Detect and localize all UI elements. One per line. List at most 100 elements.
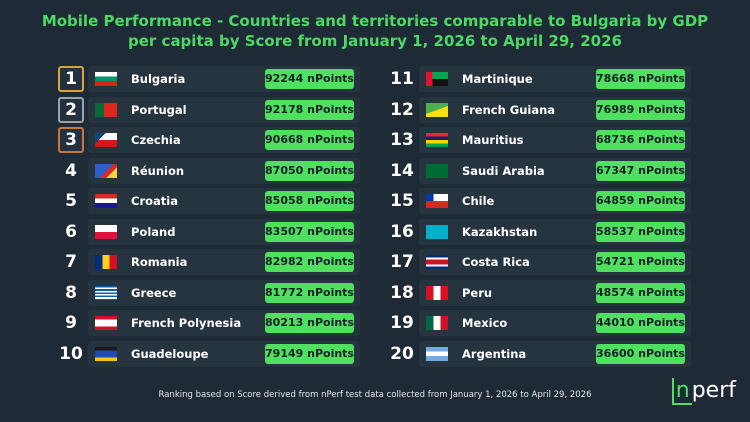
row-body: Romania 82982 nPoints: [88, 249, 360, 275]
rank: 5: [65, 191, 77, 211]
flag: [426, 224, 448, 239]
flag: [95, 285, 117, 300]
row-body: Guadeloupe 79149 nPoints: [88, 340, 360, 367]
rank: 16: [390, 221, 414, 242]
country-name: Chile: [462, 194, 495, 208]
row-body: Portugal 92178 nPoints: [88, 96, 360, 123]
ranking-row: 3 Czechia 90668 nPoints: [58, 127, 360, 153]
country-name: Bulgaria: [131, 72, 186, 86]
flag: [95, 72, 117, 86]
rank: 14: [390, 160, 414, 181]
ranking-row: 16 Kazakhstan 58537 nPoints: [389, 218, 691, 245]
score-badge: 44010 nPoints: [596, 313, 685, 333]
rank: 11: [390, 69, 414, 89]
row-body: Bulgaria 92244 nPoints: [88, 66, 360, 92]
flag: [426, 194, 448, 208]
score-badge: 67347 nPoints: [596, 160, 685, 181]
flag: [95, 255, 117, 269]
ranking-row: 10 Guadeloupe 79149 nPoints: [58, 340, 360, 367]
score-badge: 48574 nPoints: [596, 282, 685, 303]
ranking-row: 2 Portugal 92178 nPoints: [58, 96, 360, 123]
row-body: Croatia 85058 nPoints: [88, 188, 360, 214]
country-name: Poland: [131, 224, 176, 239]
ranking-row: 13 Mauritius 68736 nPoints: [389, 127, 691, 153]
ranking-row: 11 Martinique 78668 nPoints: [389, 66, 691, 92]
footer: Ranking based on Score derived from nPer…: [158, 390, 592, 400]
rank: 3: [58, 127, 84, 153]
ranking-row: 12 French Guiana 76989 nPoints: [389, 96, 691, 123]
score-badge: 79149 nPoints: [265, 343, 354, 364]
row-body: Peru 48574 nPoints: [419, 279, 691, 306]
rank: 2: [58, 96, 84, 123]
score-badge: 80213 nPoints: [265, 313, 354, 333]
score-badge: 76989 nPoints: [596, 99, 685, 120]
country-name: French Guiana: [462, 102, 556, 117]
title: Mobile Performance - Countries and terri…: [41, 12, 709, 30]
country-name: French Polynesia: [131, 316, 242, 330]
score-badge: 92178 nPoints: [265, 99, 354, 120]
rank: 4: [65, 160, 77, 181]
score-badge: 54721 nPoints: [596, 252, 685, 272]
flag: [426, 316, 448, 330]
logo-n: n: [671, 378, 692, 405]
flag: [95, 346, 117, 361]
row-body: Mauritius 68736 nPoints: [419, 127, 691, 153]
flag: [426, 346, 448, 361]
score-badge: 64859 nPoints: [596, 191, 685, 211]
country-name: Greece: [131, 285, 177, 300]
ranking-row: 5 Croatia 85058 nPoints: [58, 188, 360, 214]
ranking-row: 19 Mexico 44010 nPoints: [389, 310, 691, 336]
ranking-row: 9 French Polynesia 80213 nPoints: [58, 310, 360, 336]
row-body: French Guiana 76989 nPoints: [419, 96, 691, 123]
flag: [426, 285, 448, 300]
logo-text: perf: [691, 378, 736, 403]
ranking-row: 15 Chile 64859 nPoints: [389, 188, 691, 214]
row-body: Greece 81772 nPoints: [88, 279, 360, 306]
ranking-row: 20 Argentina 36600 nPoints: [389, 340, 691, 367]
country-name: Saudi Arabia: [462, 163, 545, 178]
ranking-row: 1 Bulgaria 92244 nPoints: [58, 66, 360, 92]
score-badge: 83507 nPoints: [265, 221, 354, 242]
title: per capita by Score from January 1, 2026…: [128, 32, 622, 50]
row-body: Mexico 44010 nPoints: [419, 310, 691, 336]
rank: 10: [59, 343, 83, 364]
score-badge: 58537 nPoints: [596, 221, 685, 242]
flag: [426, 102, 448, 117]
rank: 17: [390, 252, 414, 272]
country-name: Argentina: [462, 346, 527, 361]
rank: 20: [390, 343, 414, 364]
score-badge: 81772 nPoints: [265, 282, 354, 303]
score-badge: 36600 nPoints: [596, 343, 685, 364]
rank: 12: [390, 99, 414, 120]
ranking-row: 7 Romania 82982 nPoints: [58, 249, 360, 275]
logo: nperf: [671, 378, 736, 405]
flag: [426, 163, 448, 178]
flag: [95, 102, 117, 117]
flag: [426, 255, 448, 269]
country-name: Mexico: [462, 316, 508, 330]
rank: 18: [390, 282, 414, 303]
row-body: Martinique 78668 nPoints: [419, 66, 691, 92]
ranking-row: 17 Costa Rica 54721 nPoints: [389, 249, 691, 275]
country-name: Martinique: [462, 72, 533, 86]
ranking-row: 6 Poland 83507 nPoints: [58, 218, 360, 245]
row-body: Czechia 90668 nPoints: [88, 127, 360, 153]
rank: 15: [390, 191, 414, 211]
country-name: Réunion: [131, 163, 185, 178]
rank: 7: [65, 252, 77, 272]
country-name: Guadeloupe: [131, 346, 209, 361]
rank: 8: [65, 282, 77, 303]
ranking-row: 18 Peru 48574 nPoints: [389, 279, 691, 306]
row-body: Kazakhstan 58537 nPoints: [419, 218, 691, 245]
score-badge: 82982 nPoints: [265, 252, 354, 272]
rank: 1: [58, 66, 84, 92]
rank: 13: [390, 130, 414, 150]
ranking-row: 14 Saudi Arabia 67347 nPoints: [389, 157, 691, 184]
ranking-row: 4 Réunion 87050 nPoints: [58, 157, 360, 184]
row-body: Argentina 36600 nPoints: [419, 340, 691, 367]
flag: [426, 133, 448, 147]
ranking-row: 8 Greece 81772 nPoints: [58, 279, 360, 306]
row-body: Poland 83507 nPoints: [88, 218, 360, 245]
score-badge: 92244 nPoints: [265, 69, 354, 89]
